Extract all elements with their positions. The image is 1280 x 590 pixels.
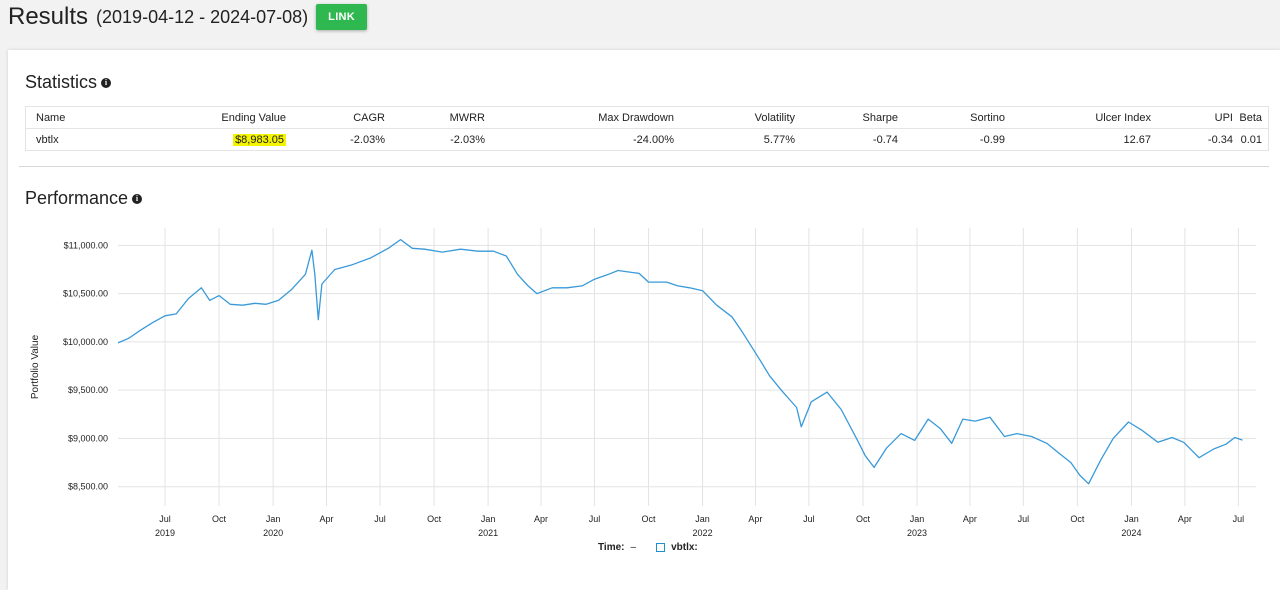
highlighted-ending-value: $8,983.05 xyxy=(233,133,286,146)
cell-sortino: -0.99 xyxy=(979,133,1005,146)
x-tick-label: Jan xyxy=(1124,514,1139,524)
x-tick-label: Jul xyxy=(374,514,386,524)
x-tick-label: Apr xyxy=(1178,514,1192,524)
x-tick-label: Apr xyxy=(748,514,762,524)
x-tick-label: Oct xyxy=(1070,514,1085,524)
column-header: Sortino xyxy=(904,106,1011,129)
table-header-row: Name Ending Value CAGR MWRR Max Drawdown… xyxy=(25,106,1269,129)
x-tick-label: Jan xyxy=(266,514,281,524)
x-tick-label: Jul xyxy=(803,514,815,524)
y-tick-label: $10,500.00 xyxy=(63,289,108,299)
cell-cagr: -2.03% xyxy=(350,133,385,146)
column-header: MWRR xyxy=(391,106,491,129)
x-tick-label: Jul xyxy=(1233,514,1245,524)
column-header: Volatility xyxy=(680,106,801,129)
x-tick-year-label: 2024 xyxy=(1121,528,1141,538)
column-header: UPI xyxy=(1157,106,1239,129)
x-tick-label: Jan xyxy=(481,514,496,524)
legend-series-label: vbtlx: xyxy=(671,542,698,553)
info-icon[interactable]: i xyxy=(132,193,143,204)
cell-mwrr: -2.03% xyxy=(450,133,485,146)
link-button[interactable]: LINK xyxy=(316,4,368,30)
series-line-vbtlx xyxy=(117,238,1243,485)
statistics-table: Name Ending Value CAGR MWRR Max Drawdown… xyxy=(25,106,1269,151)
legend-time-value: – xyxy=(630,542,637,553)
x-tick-label: Jul xyxy=(589,514,601,524)
cell-upi: -0.34 xyxy=(1207,133,1233,146)
y-tick-label: $9,000.00 xyxy=(68,433,108,443)
y-axis-label: Portfolio Value xyxy=(30,334,41,399)
cell-ulcer-index: 12.67 xyxy=(1123,133,1151,146)
x-tick-label: Oct xyxy=(856,514,871,524)
x-tick-label: Apr xyxy=(534,514,548,524)
results-header: Results (2019-04-12 - 2024-07-08) LINK xyxy=(8,2,368,32)
x-tick-label: Jan xyxy=(695,514,710,524)
x-tick-year-label: 2022 xyxy=(693,528,713,538)
x-tick-year-label: 2023 xyxy=(907,528,927,538)
column-header: CAGR xyxy=(292,106,391,129)
cell-sharpe: -0.74 xyxy=(872,133,898,146)
statistics-title: Statistics xyxy=(25,72,98,92)
x-tick-label: Oct xyxy=(642,514,657,524)
cell-volatility: 5.77% xyxy=(763,133,795,146)
column-header: Name xyxy=(25,106,98,129)
section-divider xyxy=(19,166,1269,167)
legend-series-swatch[interactable] xyxy=(656,543,666,552)
cell-ending-value: $8,983.05 xyxy=(98,129,292,151)
column-header: Ulcer Index xyxy=(1011,106,1157,129)
results-card: Statistics i Name Ending Value CAGR MWRR… xyxy=(8,50,1280,590)
cell-name: vbtlx xyxy=(36,133,59,146)
y-tick-label: $9,500.00 xyxy=(68,385,108,395)
column-header: Max Drawdown xyxy=(491,106,680,129)
x-tick-label: Jul xyxy=(159,514,171,524)
column-header: Ending Value xyxy=(98,106,292,129)
table-row: vbtlx $8,983.05 -2.03% -2.03% -24.00% 5.… xyxy=(26,129,1269,151)
date-range: (2019-04-12 - 2024-07-08) xyxy=(96,6,309,27)
y-tick-label: $8,500.00 xyxy=(68,482,108,492)
x-tick-year-label: 2021 xyxy=(478,528,498,538)
y-tick-label: $10,000.00 xyxy=(63,337,108,347)
x-tick-label: Jul xyxy=(1018,514,1030,524)
x-tick-label: Oct xyxy=(212,514,227,524)
x-tick-year-label: 2020 xyxy=(263,528,283,538)
chart-legend: Time: – vbtlx: xyxy=(598,542,698,553)
cell-beta: 0.01 xyxy=(1240,133,1262,146)
performance-heading: Performance i xyxy=(25,188,143,209)
page-title: Results xyxy=(8,3,89,30)
x-tick-label: Oct xyxy=(427,514,442,524)
x-tick-label: Jan xyxy=(910,514,925,524)
statistics-heading: Statistics i xyxy=(25,72,112,93)
legend-time-label: Time: xyxy=(598,542,625,553)
column-header: Sharpe xyxy=(801,106,904,129)
x-tick-label: Apr xyxy=(320,514,334,524)
performance-chart[interactable]: Jul 2019 Oct Jan 2020 Apr Jul Oct Jan 2021 Apr Jul O… xyxy=(8,220,1280,540)
column-header: Beta xyxy=(1239,106,1269,129)
x-tick-label: Apr xyxy=(963,514,977,524)
cell-max-drawdown: -24.00% xyxy=(633,133,674,146)
x-tick-year-label: 2019 xyxy=(155,528,175,538)
performance-title: Performance xyxy=(25,188,129,208)
info-icon[interactable]: i xyxy=(101,77,112,88)
y-tick-label: $11,000.00 xyxy=(64,240,108,250)
